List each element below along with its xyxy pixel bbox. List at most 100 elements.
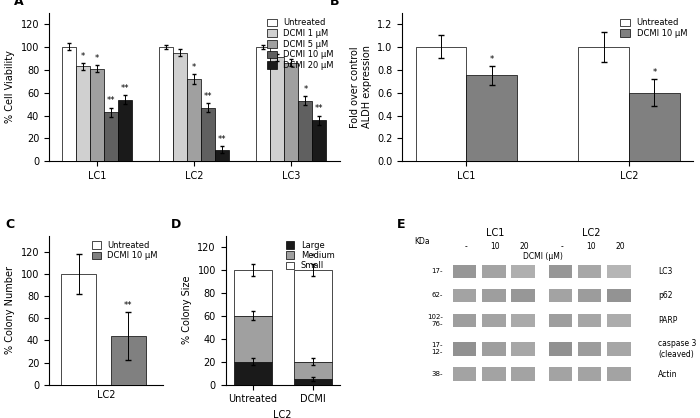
Bar xyxy=(453,342,477,356)
Text: 10: 10 xyxy=(587,242,596,251)
Legend: Large, Medium, Small: Large, Medium, Small xyxy=(285,240,335,271)
Text: *: * xyxy=(81,51,85,61)
Text: 38-: 38- xyxy=(431,371,443,377)
Bar xyxy=(270,57,284,161)
Text: **: ** xyxy=(107,96,116,105)
Y-axis label: % Colony Number: % Colony Number xyxy=(5,266,15,354)
Text: E: E xyxy=(396,218,405,231)
Bar xyxy=(629,93,680,161)
Bar xyxy=(104,112,118,161)
Bar xyxy=(482,342,505,356)
Text: 20: 20 xyxy=(615,242,625,251)
Bar xyxy=(549,367,573,381)
Bar xyxy=(160,47,174,161)
Text: LC2: LC2 xyxy=(582,228,601,238)
Bar xyxy=(482,367,505,381)
Bar xyxy=(453,265,477,278)
Text: 10: 10 xyxy=(491,242,500,251)
Text: *: * xyxy=(310,253,314,262)
Bar xyxy=(118,99,132,161)
Text: PARP: PARP xyxy=(658,316,678,325)
Bar xyxy=(578,314,601,327)
Bar xyxy=(416,47,466,161)
Y-axis label: % Colony Size: % Colony Size xyxy=(182,276,192,344)
Text: -: - xyxy=(465,242,468,251)
Bar xyxy=(608,314,631,327)
Bar xyxy=(312,120,326,161)
Bar xyxy=(293,379,332,385)
Bar xyxy=(482,265,505,278)
Bar xyxy=(284,63,298,161)
Text: Actin: Actin xyxy=(658,370,678,379)
Y-axis label: Fold over control
ALDH expression: Fold over control ALDH expression xyxy=(350,46,372,128)
Text: **: ** xyxy=(204,92,213,101)
Legend: Untreated, DCMI 10 μM: Untreated, DCMI 10 μM xyxy=(92,240,159,261)
Bar xyxy=(549,288,573,302)
Bar xyxy=(549,265,573,278)
Bar xyxy=(202,107,216,161)
Bar xyxy=(256,47,270,161)
Bar xyxy=(578,342,601,356)
Text: 62-: 62- xyxy=(432,292,443,298)
Bar xyxy=(188,79,202,161)
Bar xyxy=(511,342,535,356)
Text: D: D xyxy=(171,218,181,231)
Text: caspase 3
(cleaved): caspase 3 (cleaved) xyxy=(658,339,696,359)
Bar xyxy=(466,76,517,161)
Bar xyxy=(578,265,601,278)
X-axis label: LC2: LC2 xyxy=(97,390,116,400)
Text: **: ** xyxy=(218,135,227,144)
Bar xyxy=(234,270,272,316)
Text: *: * xyxy=(193,63,197,72)
Text: *: * xyxy=(303,85,307,94)
Bar xyxy=(293,362,332,379)
Text: B: B xyxy=(330,0,340,8)
Bar xyxy=(62,47,76,161)
Bar xyxy=(453,288,477,302)
Bar xyxy=(608,265,631,278)
Bar xyxy=(511,314,535,327)
Bar xyxy=(76,66,90,161)
X-axis label: LC2: LC2 xyxy=(274,410,292,418)
Bar xyxy=(234,362,272,385)
Bar xyxy=(62,274,96,385)
Bar xyxy=(511,367,535,381)
Bar xyxy=(453,367,477,381)
Bar xyxy=(293,270,332,362)
Bar xyxy=(549,314,573,327)
Text: **: ** xyxy=(315,104,323,113)
Text: C: C xyxy=(6,218,15,231)
Text: DCMI (μM): DCMI (μM) xyxy=(524,252,564,261)
Text: -: - xyxy=(561,242,564,251)
Text: 20: 20 xyxy=(519,242,529,251)
Bar xyxy=(578,288,601,302)
Text: 17-
12-: 17- 12- xyxy=(431,342,443,355)
Bar xyxy=(511,265,535,278)
Text: *: * xyxy=(95,54,99,63)
Text: LC3: LC3 xyxy=(658,267,673,276)
Bar xyxy=(482,314,505,327)
Bar xyxy=(549,342,573,356)
Bar xyxy=(511,288,535,302)
Text: LC1: LC1 xyxy=(486,228,505,238)
Bar xyxy=(298,101,312,161)
Bar xyxy=(453,314,477,327)
Text: **: ** xyxy=(124,301,132,310)
Bar xyxy=(608,367,631,381)
Bar xyxy=(111,336,146,385)
Bar xyxy=(90,69,104,161)
Bar xyxy=(608,288,631,302)
Text: 17-: 17- xyxy=(431,268,443,275)
Text: **: ** xyxy=(121,84,130,93)
Text: *: * xyxy=(652,68,657,76)
Legend: Untreated, DCMI 1 μM, DCMI 5 μM, DCMI 10 μM, DCMI 20 μM: Untreated, DCMI 1 μM, DCMI 5 μM, DCMI 10… xyxy=(265,17,335,72)
Bar xyxy=(234,316,272,362)
Bar xyxy=(482,288,505,302)
Text: *: * xyxy=(490,55,494,64)
Bar xyxy=(578,47,629,161)
Bar xyxy=(578,367,601,381)
Text: A: A xyxy=(14,0,24,8)
Text: p62: p62 xyxy=(658,291,673,300)
Text: 102-
76-: 102- 76- xyxy=(427,314,443,327)
Y-axis label: % Cell Viability: % Cell Viability xyxy=(5,51,15,123)
